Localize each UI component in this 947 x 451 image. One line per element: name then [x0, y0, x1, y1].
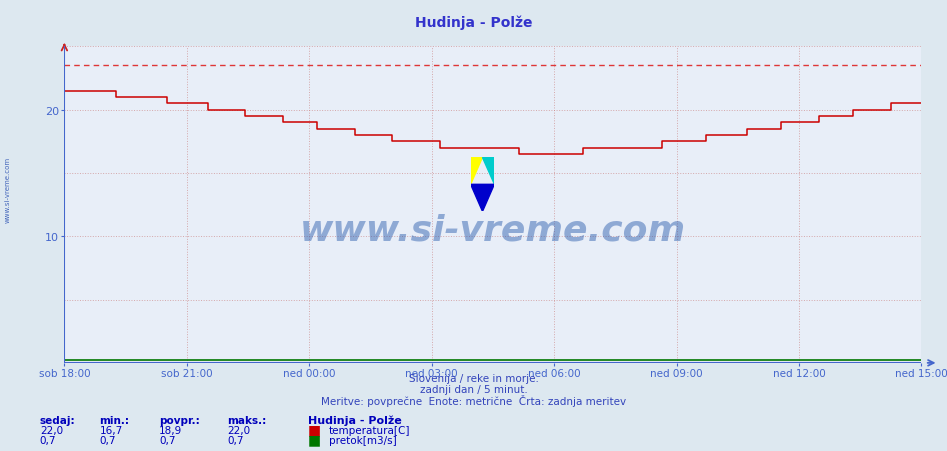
Text: zadnji dan / 5 minut.: zadnji dan / 5 minut. — [420, 384, 527, 394]
Text: ■: ■ — [308, 422, 321, 436]
Text: 0,7: 0,7 — [227, 435, 243, 445]
Text: pretok[m3/s]: pretok[m3/s] — [329, 435, 397, 445]
Text: min.:: min.: — [99, 414, 130, 424]
Text: 16,7: 16,7 — [99, 425, 123, 435]
Text: 0,7: 0,7 — [99, 435, 116, 445]
Text: Meritve: povprečne  Enote: metrične  Črta: zadnja meritev: Meritve: povprečne Enote: metrične Črta:… — [321, 394, 626, 405]
Text: sedaj:: sedaj: — [40, 414, 76, 424]
Polygon shape — [471, 158, 483, 185]
Text: 0,7: 0,7 — [159, 435, 175, 445]
Text: Slovenija / reke in morje.: Slovenija / reke in morje. — [408, 373, 539, 383]
Polygon shape — [483, 158, 494, 185]
Text: www.si-vreme.com: www.si-vreme.com — [5, 156, 10, 222]
Text: 22,0: 22,0 — [227, 425, 250, 435]
Text: maks.:: maks.: — [227, 414, 266, 424]
Text: povpr.:: povpr.: — [159, 414, 200, 424]
Text: Hudinja - Polže: Hudinja - Polže — [415, 16, 532, 30]
Polygon shape — [471, 185, 494, 212]
Text: www.si-vreme.com: www.si-vreme.com — [300, 213, 686, 248]
Text: 0,7: 0,7 — [40, 435, 56, 445]
Text: 18,9: 18,9 — [159, 425, 183, 435]
Text: ■: ■ — [308, 432, 321, 446]
Text: Hudinja - Polže: Hudinja - Polže — [308, 414, 402, 424]
Text: 22,0: 22,0 — [40, 425, 63, 435]
Text: temperatura[C]: temperatura[C] — [329, 425, 410, 435]
